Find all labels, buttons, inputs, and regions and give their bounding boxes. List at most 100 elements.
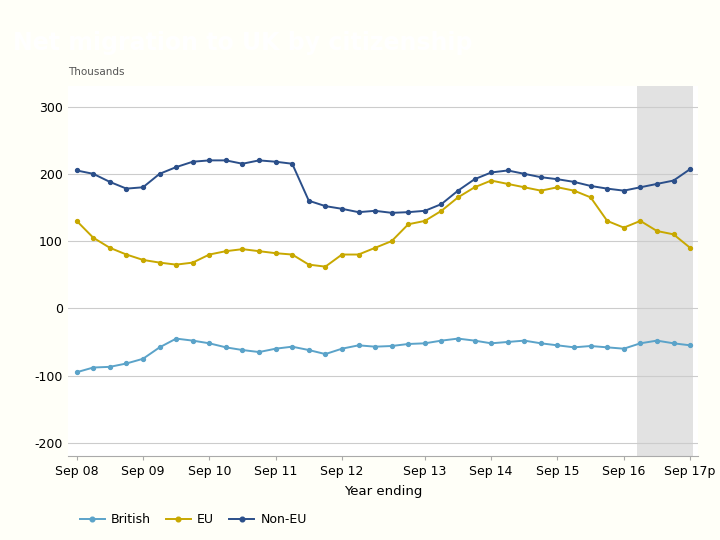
Line: British: British bbox=[75, 336, 692, 374]
British bbox=[636, 340, 644, 347]
British bbox=[404, 341, 413, 347]
British bbox=[271, 346, 280, 352]
Legend: British, EU, Non-EU: British, EU, Non-EU bbox=[75, 509, 312, 531]
British bbox=[536, 340, 545, 347]
EU bbox=[586, 194, 595, 200]
Non-EU bbox=[685, 166, 694, 172]
Non-EU bbox=[503, 167, 512, 174]
British bbox=[189, 338, 197, 344]
Non-EU bbox=[404, 209, 413, 215]
Non-EU bbox=[89, 171, 98, 177]
EU bbox=[437, 207, 446, 214]
British bbox=[685, 342, 694, 349]
Line: Non-EU: Non-EU bbox=[75, 158, 692, 215]
Non-EU bbox=[189, 158, 197, 165]
Text: Net migration to UK by citizenship: Net migration to UK by citizenship bbox=[13, 31, 472, 55]
EU bbox=[288, 251, 297, 258]
Text: Thousands: Thousands bbox=[68, 67, 125, 77]
EU bbox=[420, 218, 429, 224]
Non-EU bbox=[669, 177, 678, 184]
EU bbox=[503, 181, 512, 187]
EU bbox=[536, 187, 545, 194]
Non-EU bbox=[238, 160, 247, 167]
Non-EU bbox=[305, 198, 313, 204]
Non-EU bbox=[487, 169, 495, 176]
EU bbox=[321, 264, 330, 270]
British bbox=[454, 335, 462, 342]
EU bbox=[156, 259, 164, 266]
EU bbox=[553, 184, 562, 191]
British bbox=[553, 342, 562, 349]
Non-EU bbox=[454, 187, 462, 194]
Non-EU bbox=[321, 203, 330, 210]
British bbox=[354, 342, 363, 349]
Bar bbox=[637, 86, 693, 456]
EU bbox=[669, 231, 678, 238]
British bbox=[122, 360, 131, 367]
Non-EU bbox=[536, 174, 545, 180]
British bbox=[106, 363, 114, 370]
Non-EU bbox=[73, 167, 81, 174]
Non-EU bbox=[586, 183, 595, 189]
EU bbox=[570, 187, 578, 194]
British bbox=[172, 335, 181, 342]
EU bbox=[470, 184, 479, 191]
Non-EU bbox=[570, 179, 578, 185]
EU bbox=[454, 194, 462, 200]
EU bbox=[106, 245, 114, 251]
EU bbox=[222, 248, 230, 254]
Non-EU bbox=[222, 157, 230, 164]
EU bbox=[619, 225, 628, 231]
EU bbox=[520, 184, 528, 191]
EU bbox=[404, 221, 413, 227]
Non-EU bbox=[470, 176, 479, 183]
Non-EU bbox=[139, 184, 148, 191]
British bbox=[503, 339, 512, 345]
EU bbox=[73, 218, 81, 224]
EU bbox=[89, 234, 98, 241]
British bbox=[222, 344, 230, 350]
EU bbox=[305, 261, 313, 268]
British bbox=[139, 355, 148, 362]
British bbox=[420, 340, 429, 347]
EU bbox=[238, 246, 247, 252]
EU bbox=[172, 261, 181, 268]
X-axis label: Year ending: Year ending bbox=[344, 484, 423, 497]
EU bbox=[189, 259, 197, 266]
EU bbox=[122, 251, 131, 258]
Non-EU bbox=[636, 184, 644, 191]
Non-EU bbox=[288, 160, 297, 167]
British bbox=[570, 344, 578, 350]
British bbox=[156, 344, 164, 350]
British bbox=[205, 340, 214, 347]
Non-EU bbox=[619, 187, 628, 194]
British bbox=[520, 338, 528, 344]
EU bbox=[205, 251, 214, 258]
Non-EU bbox=[255, 157, 264, 164]
Non-EU bbox=[172, 164, 181, 170]
British bbox=[338, 346, 346, 352]
EU bbox=[652, 228, 661, 234]
Non-EU bbox=[122, 185, 131, 192]
EU bbox=[255, 248, 264, 254]
EU bbox=[271, 250, 280, 256]
EU bbox=[636, 218, 644, 224]
EU bbox=[139, 256, 148, 263]
British bbox=[387, 343, 396, 349]
Non-EU bbox=[156, 171, 164, 177]
British bbox=[437, 338, 446, 344]
British bbox=[321, 351, 330, 357]
British bbox=[652, 338, 661, 344]
Non-EU bbox=[603, 185, 611, 192]
EU bbox=[371, 245, 379, 251]
EU bbox=[387, 238, 396, 244]
British bbox=[669, 340, 678, 347]
Non-EU bbox=[354, 209, 363, 215]
British bbox=[73, 369, 81, 375]
British bbox=[89, 364, 98, 371]
EU bbox=[685, 245, 694, 251]
British bbox=[305, 347, 313, 353]
British bbox=[586, 343, 595, 349]
British bbox=[288, 343, 297, 350]
EU bbox=[338, 251, 346, 258]
